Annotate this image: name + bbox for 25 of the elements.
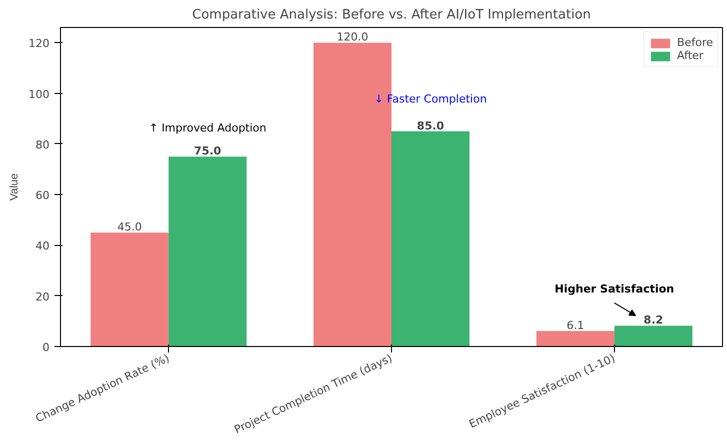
data-label: 8.2 — [644, 314, 664, 327]
y-tick-label: 20 — [36, 290, 50, 304]
data-label: 6.1 — [566, 319, 584, 332]
bar — [536, 331, 614, 346]
annotation: Higher Satisfaction — [554, 282, 674, 296]
bar — [90, 232, 169, 346]
y-axis-title: Value — [8, 173, 21, 201]
bar — [168, 156, 247, 346]
data-label: 75.0 — [194, 144, 222, 158]
y-tick-label: 40 — [36, 240, 50, 253]
annotation: ↑ Improved Adoption — [148, 122, 266, 135]
bar — [614, 326, 692, 346]
chart-title: Comparative Analysis: Before vs. After AI/IoT Implementation — [192, 8, 591, 22]
legend-label: After — [677, 49, 704, 62]
y-tick-label: 120 — [28, 37, 50, 50]
bar — [392, 131, 470, 346]
data-label: 85.0 — [416, 119, 444, 132]
y-tick-label: 100 — [28, 88, 50, 101]
y-tick-label: 80 — [36, 138, 50, 152]
y-tick-label: 0 — [42, 341, 50, 354]
data-label: 120.0 — [336, 30, 368, 44]
legend-label: Before — [677, 36, 713, 49]
y-tick-label: 60 — [36, 189, 50, 202]
annotation: ↓ Faster Completion — [374, 92, 487, 106]
data-label: 45.0 — [117, 220, 142, 234]
